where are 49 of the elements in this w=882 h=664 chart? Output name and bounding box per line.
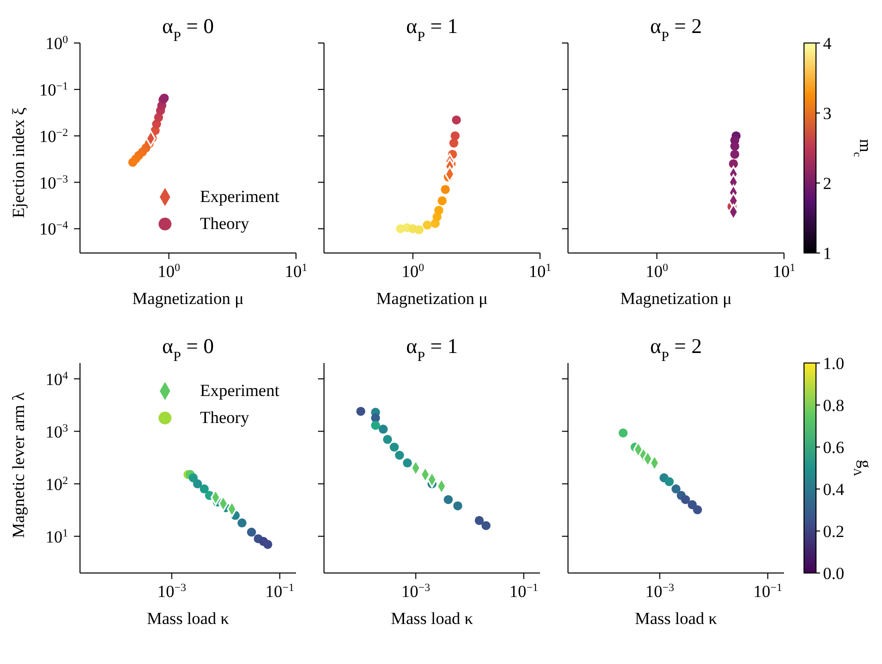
x-tick-label: 10$^{0}$ <box>402 262 425 281</box>
x-tick-label: 10$^{−3}$ <box>645 582 675 601</box>
x-axis-title: Mass load κ <box>146 609 230 628</box>
chart-title: α$_{P}$ = 1 <box>406 14 458 44</box>
x-tick-label: 10$^{−1}$ <box>509 582 538 601</box>
chart-title: α$_{P}$ = 0 <box>162 14 214 44</box>
color-bar-label: 0.6 <box>823 438 844 457</box>
x-tick-label: 10$^{1}$ <box>284 262 308 281</box>
x-axis-title: Mass load κ <box>390 609 474 628</box>
color-bar-label: 0.4 <box>823 480 845 499</box>
y-tick-label: 10$^{−4}$ <box>39 220 68 239</box>
x-tick-label: 10$^{−1}$ <box>753 582 782 601</box>
color-bar-label: 2 <box>823 174 832 193</box>
chart-title: α$_{P}$ = 2 <box>650 334 702 364</box>
color-bar-label: 1 <box>823 244 832 263</box>
y-tick-label: 10$^{2}$ <box>46 474 68 494</box>
x-tick-label: 10$^{1}$ <box>772 262 796 281</box>
x-tick-label: 10$^{0}$ <box>646 262 669 281</box>
x-tick-label: 10$^{−3}$ <box>157 582 187 601</box>
y-tick-label: 10$^{1}$ <box>46 527 68 546</box>
legend-label: Experiment <box>200 186 280 206</box>
x-axis-title: Magnetization μ <box>376 289 488 308</box>
color-bar-label: 4 <box>823 34 832 53</box>
legend-label: Theory <box>200 214 250 234</box>
color-bar-label: 3 <box>823 104 832 123</box>
color-bar-label: 0.0 <box>823 564 844 583</box>
y-axis-title: Magnetic lever arm λ <box>9 392 28 538</box>
y-axis-title: Ejection index ξ <box>9 107 28 218</box>
y-tick-label: 10$^{4}$ <box>46 370 68 389</box>
y-tick-label: 10$^{3}$ <box>46 422 68 442</box>
color-bar-label: 0.2 <box>823 522 844 541</box>
y-tick-label: 10$^{−3}$ <box>39 173 68 192</box>
chart-title: α$_{P}$ = 1 <box>406 334 458 364</box>
x-tick-label: 10$^{−3}$ <box>401 582 431 601</box>
legend-label: Experiment <box>200 380 280 400</box>
x-axis-title: Magnetization μ <box>132 289 244 308</box>
x-tick-label: 10$^{0}$ <box>158 262 181 281</box>
color-bar-label: 0.8 <box>823 396 844 415</box>
color-bar-label: 1.0 <box>823 354 844 373</box>
chart-title: α$_{P}$ = 0 <box>162 334 214 364</box>
y-tick-label: 10$^{−2}$ <box>39 126 68 146</box>
x-tick-label: 10$^{1}$ <box>528 262 552 281</box>
chart-title: α$_{P}$ = 2 <box>650 14 702 44</box>
y-tick-label: 10$^{−1}$ <box>39 80 68 100</box>
y-tick-label: 10$^{0}$ <box>46 34 68 53</box>
x-axis-title: Magnetization μ <box>620 289 732 308</box>
x-axis-title: Mass load κ <box>634 609 718 628</box>
x-tick-label: 10$^{−1}$ <box>265 582 294 601</box>
legend-label: Theory <box>200 408 250 428</box>
